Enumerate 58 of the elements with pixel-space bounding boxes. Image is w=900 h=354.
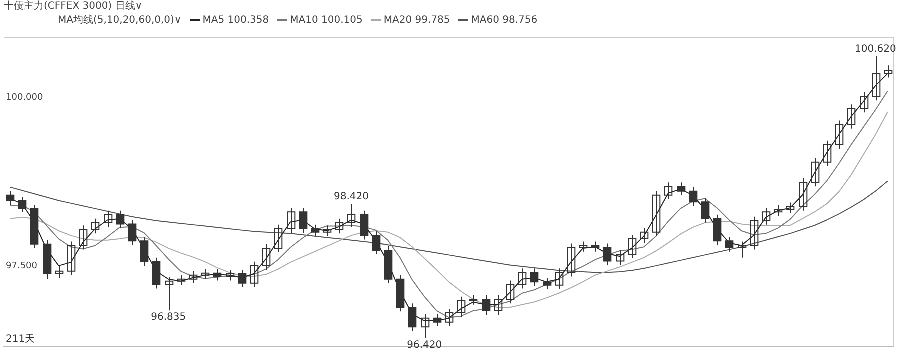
candlestick: [738, 241, 747, 258]
candlestick: [165, 276, 174, 312]
candlestick: [518, 268, 527, 290]
candlestick: [262, 244, 271, 270]
chart-title: 十债主力(CFFEX 3000) 日线∨: [4, 0, 144, 14]
candlestick: [457, 296, 466, 318]
candlestick: [494, 295, 503, 316]
annotation: 96.835: [151, 312, 186, 324]
annotation: 100.620: [855, 44, 896, 55]
candlestick: [226, 269, 235, 282]
annotation: 98.420: [334, 192, 369, 203]
candlestick: [323, 225, 332, 237]
legend-label: MA60 98.756: [471, 15, 538, 26]
y-tick-label: 97.500: [6, 261, 38, 272]
candlestick: [274, 224, 283, 253]
candlestick: [250, 261, 259, 288]
candlestick: [67, 241, 76, 276]
chart-subtitle: MA均线(5,10,20,60,0,0)∨: [58, 15, 182, 26]
candlestick: [469, 295, 478, 306]
candlestick: [774, 204, 783, 217]
candlestick: [811, 158, 820, 188]
legend-label: MA5 100.358: [202, 15, 270, 26]
candlestick: [189, 270, 198, 284]
candlestick: [750, 216, 759, 250]
candlestick: [799, 178, 808, 212]
candlestick: [786, 202, 795, 214]
candlestick: [860, 92, 869, 114]
candlestick: [104, 210, 113, 228]
candlestick: [762, 208, 771, 226]
candlestick: [847, 104, 856, 130]
candlestick: [664, 182, 673, 200]
candlestick: [445, 308, 454, 327]
candlestick: [872, 56, 881, 102]
candlestick: [823, 140, 832, 167]
candlestick: [55, 265, 64, 279]
candlestick: [421, 314, 430, 340]
candlestick: [616, 250, 625, 266]
candlestick: [640, 228, 649, 244]
candlestick: [79, 225, 88, 250]
candlestick: [884, 65, 893, 78]
annotation: 96.420: [407, 340, 442, 352]
candlestick: [567, 243, 576, 278]
candlestick: [628, 234, 637, 260]
candlestick: [335, 218, 344, 234]
candlestick: [287, 208, 296, 234]
y-tick-label: 100.000: [6, 93, 44, 104]
candlestick: [652, 190, 661, 237]
legend-label: MA20 99.785: [384, 15, 450, 26]
candlestick: [91, 218, 100, 234]
legend-label: MA10 100.105: [290, 15, 363, 26]
annotation: 211天: [6, 334, 36, 346]
candlestick: [579, 241, 588, 252]
candlestick: [347, 204, 356, 228]
candlestick: [555, 268, 564, 290]
candlestick: [835, 120, 844, 150]
candlestick: [177, 274, 186, 286]
candlestick: [201, 268, 210, 280]
candlestick: [506, 280, 515, 304]
